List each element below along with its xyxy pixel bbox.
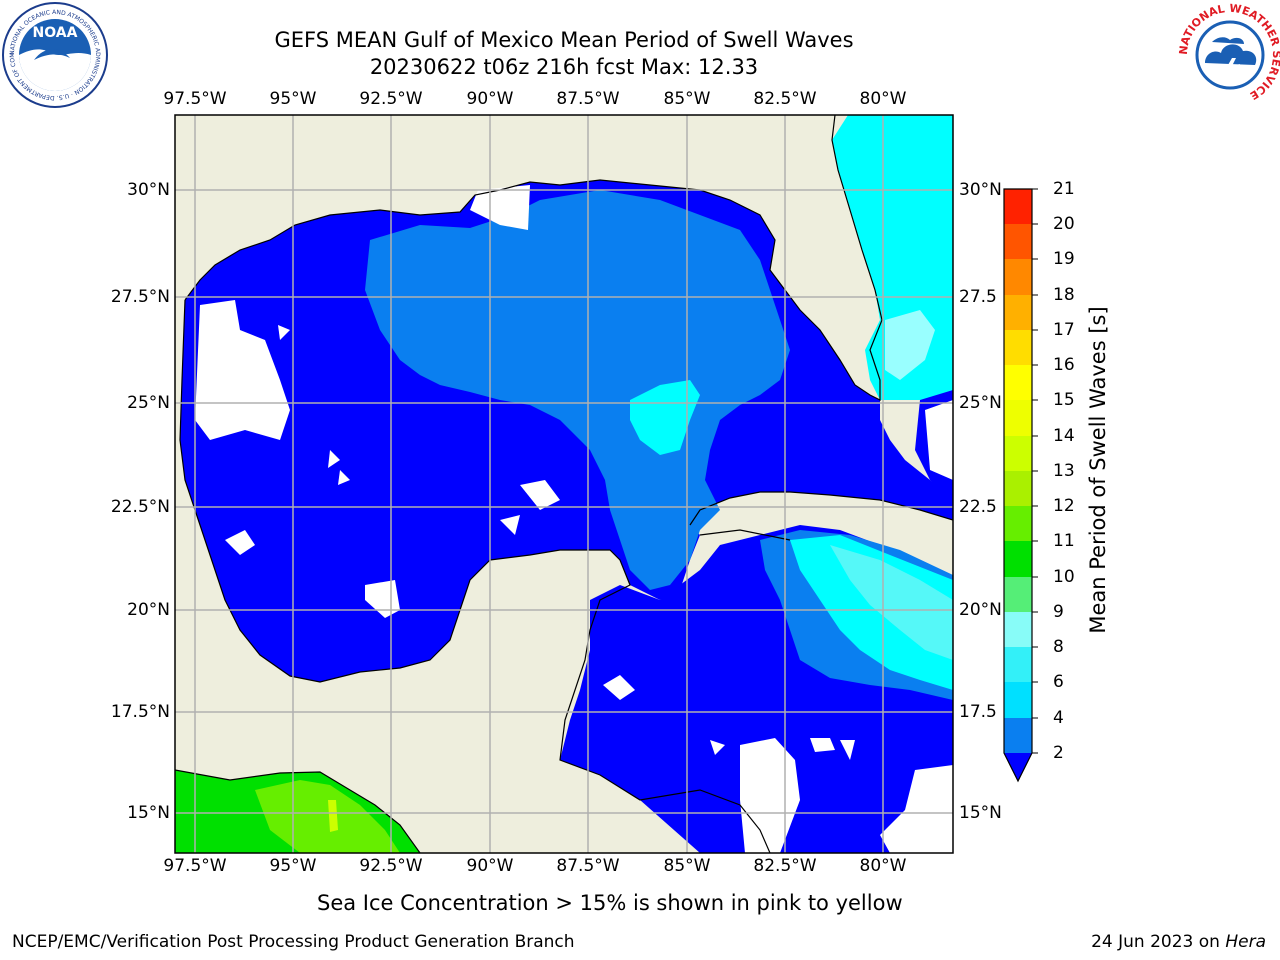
sea-ice-note: Sea Ice Concentration > 15% is shown in … (317, 891, 903, 915)
colorbar-tick: 11 (1053, 531, 1075, 551)
colorbar-tick: 13 (1053, 461, 1075, 481)
lon-tick-top: 82.5°W (753, 89, 817, 109)
lon-tick-top: 90°W (466, 89, 514, 109)
lat-tick-left: 25°N (127, 393, 170, 413)
lon-tick-bottom: 80°W (859, 856, 907, 876)
lat-tick-right: 27.5 (959, 287, 997, 307)
footer-date: 24 Jun 2023 on Hera (1091, 932, 1266, 952)
lat-tick-right: 22.5 (959, 497, 997, 517)
lon-tick-bottom: 82.5°W (753, 856, 817, 876)
lon-tick-top: 92.5°W (359, 89, 423, 109)
colorbar-tick: 8 (1053, 637, 1064, 657)
svg-text:NOAA: NOAA (33, 25, 78, 41)
pacific-11to12s (255, 780, 400, 853)
lat-tick-right: 25°N (959, 393, 1002, 413)
lon-tick-bottom: 90°W (466, 856, 514, 876)
colorbar-tick: 21 (1053, 179, 1075, 199)
pacific-12to13s (328, 800, 338, 832)
lon-tick-top: 87.5°W (556, 89, 620, 109)
lon-tick-top: 80°W (859, 89, 907, 109)
colorbar-tick: 16 (1053, 355, 1075, 375)
colorbar-tick: 20 (1053, 214, 1075, 234)
colorbar-tick: 15 (1053, 390, 1075, 410)
lon-tick-bottom: 95°W (269, 856, 317, 876)
lon-tick-bottom: 97.5°W (163, 856, 227, 876)
colorbar-tick: 2 (1053, 743, 1064, 763)
lon-tick-top: 85°W (663, 89, 711, 109)
lon-tick-top: 97.5°W (163, 89, 227, 109)
colorbar-tick: 19 (1053, 249, 1075, 269)
colorbar (1003, 188, 1038, 783)
noaa-logo: NATIONAL OCEANIC AND ATMOSPHERIC ADMINIS… (0, 0, 108, 108)
lon-tick-top: 95°W (269, 89, 317, 109)
lon-tick-bottom: 92.5°W (359, 856, 423, 876)
graticule (175, 115, 953, 853)
colorbar-tick: 12 (1053, 496, 1075, 516)
footer-credit: NCEP/EMC/Verification Post Processing Pr… (12, 932, 575, 952)
footer-machine: Hera (1225, 932, 1266, 952)
lat-tick-left: 27.5°N (110, 287, 170, 307)
atlantic-lighter (885, 310, 935, 380)
footer-date-text: 24 Jun 2023 on (1091, 932, 1226, 952)
chart-subtitle-run: 20230622 t06z 216h fcst Max: 12.33 (369, 55, 759, 79)
lat-tick-left: 20°N (127, 600, 170, 620)
lat-tick-left: 22.5°N (110, 497, 170, 517)
lon-tick-bottom: 87.5°W (556, 856, 620, 876)
lat-tick-left: 17.5°N (110, 702, 170, 722)
colorbar-tick: 14 (1053, 426, 1075, 446)
colorbar-tick: 17 (1053, 320, 1075, 340)
lat-tick-right: 17.5 (959, 702, 997, 722)
map-frame (174, 114, 954, 854)
caribbean-6to8s (830, 545, 953, 660)
colorbar-tick: 6 (1053, 672, 1064, 692)
lat-tick-right: 30°N (959, 180, 1002, 200)
colorbar-tick: 18 (1053, 285, 1075, 305)
lat-tick-right: 15°N (959, 803, 1002, 823)
lat-tick-right: 20°N (959, 600, 1002, 620)
colorbar-tick: 9 (1053, 602, 1064, 622)
colorbar-label: Mean Period of Swell Waves [s] (1086, 306, 1110, 634)
chart-title: GEFS MEAN Gulf of Mexico Mean Period of … (274, 28, 854, 52)
lat-tick-left: 15°N (127, 803, 170, 823)
colorbar-tick: 4 (1053, 708, 1064, 728)
lat-tick-left: 30°N (127, 180, 170, 200)
caribbean-4to6s (790, 535, 953, 690)
lon-tick-bottom: 85°W (663, 856, 711, 876)
gulf-region-2to4s (365, 190, 790, 590)
colorbar-tick: 10 (1053, 567, 1075, 587)
gulf-4to6s-patch (630, 380, 700, 455)
